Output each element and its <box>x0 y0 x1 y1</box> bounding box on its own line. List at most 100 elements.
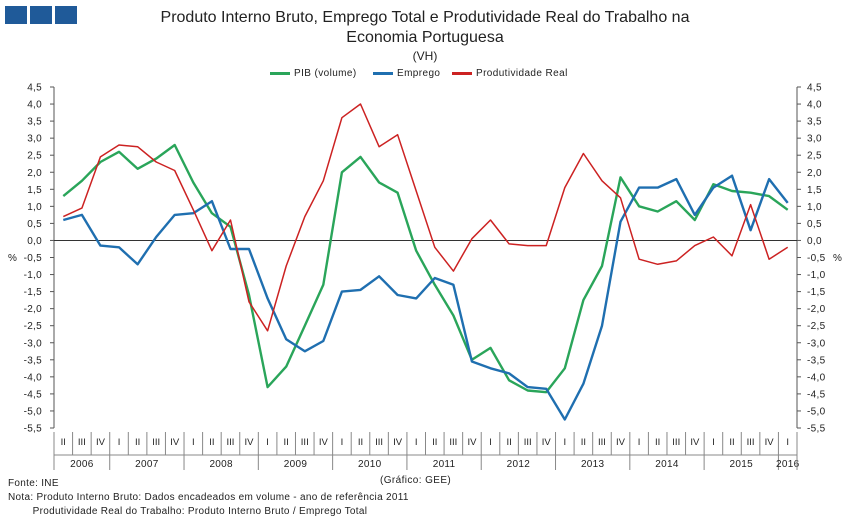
quarter-label: IV <box>170 437 180 448</box>
quarter-label: I <box>341 437 344 448</box>
quarter-label: III <box>449 437 457 448</box>
quarter-label: III <box>301 437 309 448</box>
quarter-label: I <box>712 437 715 448</box>
quarter-label: III <box>598 437 606 448</box>
chart-title-line2: Economia Portuguesa <box>346 29 504 46</box>
legend-label: PIB (volume) <box>294 68 357 79</box>
legend-item: Emprego <box>373 68 440 79</box>
quarter-label: I <box>489 437 492 448</box>
quarter-label: III <box>747 437 755 448</box>
quarter-label: II <box>358 437 363 448</box>
y-tick-label-left: 0,5 <box>27 219 42 230</box>
quarter-label: III <box>227 437 235 448</box>
y-tick-label-right: 3,5 <box>807 117 822 128</box>
y-tick-label-left: -3,0 <box>24 338 43 349</box>
y-axis-label-left: % <box>8 253 17 264</box>
legend-item: Produtividade Real <box>452 68 568 79</box>
quarter-label: III <box>78 437 86 448</box>
y-tick-label-right: -1,5 <box>807 287 826 298</box>
publisher-logo <box>5 6 77 24</box>
y-tick-label-right: -5,5 <box>807 424 826 435</box>
y-tick-label-right: 4,5 <box>807 83 822 94</box>
chart-canvas: 4,5 4,5 4,0 4,0 3,5 3,5 3,0 3,0 2,5 2,5 2,0 2,0 1,5 1… <box>8 83 842 470</box>
y-tick-label-left: -0,5 <box>24 253 43 264</box>
logo-square <box>55 6 77 24</box>
legend-swatch <box>452 72 472 75</box>
y-tick-label-right: 1,0 <box>807 202 822 213</box>
quarter-label: I <box>638 437 641 448</box>
quarter-label: II <box>581 437 586 448</box>
y-tick-label-right: -0,5 <box>807 253 826 264</box>
year-label: 2012 <box>507 459 531 470</box>
quarter-label: II <box>61 437 66 448</box>
y-tick-label-right: -3,0 <box>807 338 826 349</box>
quarter-label: I <box>266 437 269 448</box>
y-tick-label-right: 2,5 <box>807 151 822 162</box>
y-tick-label-right: -2,5 <box>807 321 826 332</box>
y-tick-label-right: 0,0 <box>807 236 822 247</box>
y-tick-label-left: 0,0 <box>27 236 42 247</box>
y-tick-label-right: 1,5 <box>807 185 822 196</box>
legend-label: Produtividade Real <box>476 68 568 79</box>
chart-subtitle: (VH) <box>412 49 438 63</box>
footnote-pib: Nota: Produto Interno Bruto: Dados encad… <box>8 492 409 503</box>
y-tick-label-right: -4,5 <box>807 389 826 400</box>
footnote-productivity: Produtividade Real do Trabalho: Produto … <box>8 506 368 517</box>
y-tick-label-right: -2,0 <box>807 304 826 315</box>
y-axis-label-right: % <box>833 253 842 264</box>
quarter-label: IV <box>96 437 106 448</box>
year-label: 2006 <box>70 459 94 470</box>
chart-legend: PIB (volume) Emprego Produtividade Real <box>0 68 850 82</box>
series-line-emprego <box>62 174 789 421</box>
year-label: 2015 <box>730 459 754 470</box>
legend-swatch <box>373 72 393 75</box>
quarter-label: IV <box>245 437 255 448</box>
quarter-label: II <box>209 437 214 448</box>
y-tick-label-left: 1,5 <box>27 185 42 196</box>
year-label: 2013 <box>581 459 605 470</box>
y-tick-label-left: -5,5 <box>24 424 43 435</box>
quarter-label: II <box>284 437 289 448</box>
quarter-label: IV <box>616 437 626 448</box>
year-label: 2007 <box>135 459 159 470</box>
quarter-label: IV <box>393 437 403 448</box>
quarter-label: II <box>506 437 511 448</box>
source-note: Fonte: INE <box>8 478 59 489</box>
quarter-label: II <box>135 437 140 448</box>
quarter-label: I <box>415 437 418 448</box>
legend-item: PIB (volume) <box>270 68 357 79</box>
legend-swatch <box>270 72 290 75</box>
y-tick-label-left: -3,5 <box>24 355 43 366</box>
chart-title-line1: Produto Interno Bruto, Emprego Total e P… <box>160 9 690 26</box>
y-tick-label-left: -2,5 <box>24 321 43 332</box>
quarter-label: III <box>672 437 680 448</box>
quarter-label: II <box>655 437 660 448</box>
quarter-label: I <box>786 437 789 448</box>
y-tick-label-right: -5,0 <box>807 406 826 417</box>
y-tick-label-left: 2,0 <box>27 168 42 179</box>
y-tick-label-left: -4,0 <box>24 372 43 383</box>
quarter-label: III <box>375 437 383 448</box>
chart-credit: (Gráfico: GEE) <box>380 475 452 486</box>
year-label: 2008 <box>209 459 233 470</box>
y-tick-label-left: 3,5 <box>27 117 42 128</box>
y-tick-label-left: -2,0 <box>24 304 43 315</box>
y-tick-label-left: 2,5 <box>27 151 42 162</box>
y-tick-label-right: 0,5 <box>807 219 822 230</box>
quarter-label: II <box>432 437 437 448</box>
y-tick-label-left: -1,0 <box>24 270 43 281</box>
year-label: 2011 <box>433 459 456 470</box>
quarter-label: IV <box>319 437 329 448</box>
y-tick-label-right: -1,0 <box>807 270 826 281</box>
legend-label: Emprego <box>397 68 441 79</box>
y-tick-label-left: -1,5 <box>24 287 43 298</box>
y-tick-label-left: 1,0 <box>27 202 42 213</box>
logo-square <box>5 6 27 24</box>
y-tick-label-right: 2,0 <box>807 168 822 179</box>
y-tick-label-left: 4,5 <box>27 83 42 94</box>
y-tick-label-left: -5,0 <box>24 406 43 417</box>
quarter-label: II <box>729 437 734 448</box>
y-tick-label-right: -4,0 <box>807 372 826 383</box>
y-tick-label-right: 4,0 <box>807 100 822 111</box>
chart-title: Produto Interno Bruto, Emprego Total e P… <box>110 8 740 48</box>
